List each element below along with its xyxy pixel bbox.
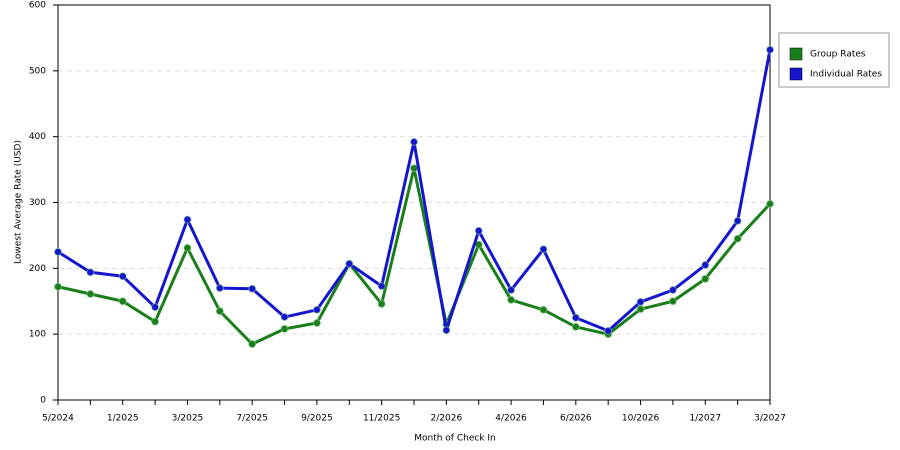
data-point xyxy=(507,286,516,295)
y-tick-label: 500 xyxy=(29,66,46,76)
data-point xyxy=(701,274,710,283)
x-tick-label: 3/2027 xyxy=(754,414,786,424)
data-point xyxy=(733,216,742,225)
data-point xyxy=(766,45,774,54)
legend-label: Individual Rates xyxy=(810,70,882,80)
x-tick-label: 6/2026 xyxy=(560,414,592,424)
y-tick-label: 100 xyxy=(29,330,46,340)
x-tick-label: 4/2026 xyxy=(495,414,527,424)
x-tick-label: 5/2024 xyxy=(42,414,74,424)
data-point xyxy=(118,297,127,306)
data-point xyxy=(86,290,95,299)
x-tick-label: 2/2026 xyxy=(431,414,463,424)
data-point xyxy=(539,245,548,254)
data-point xyxy=(410,137,418,146)
data-point xyxy=(248,284,257,293)
data-point xyxy=(539,305,548,314)
legend-swatch xyxy=(789,47,803,61)
data-point xyxy=(507,295,516,304)
x-tick-label: 10/2026 xyxy=(622,414,660,424)
y-tick-label: 300 xyxy=(29,198,46,208)
data-point xyxy=(312,305,321,314)
data-point xyxy=(733,234,742,243)
data-point xyxy=(215,284,224,293)
data-point xyxy=(215,307,224,316)
data-point xyxy=(183,215,192,224)
data-point xyxy=(183,243,192,252)
data-point xyxy=(151,317,160,326)
data-point xyxy=(151,303,160,312)
data-point xyxy=(571,322,580,331)
data-point xyxy=(345,259,354,268)
data-point xyxy=(442,326,451,335)
data-point xyxy=(280,324,289,333)
y-tick-label: 600 xyxy=(29,1,46,11)
y-tick-label: 200 xyxy=(29,264,46,274)
data-point xyxy=(410,164,418,173)
data-point xyxy=(668,286,677,295)
series-line xyxy=(57,49,772,333)
x-tick-label: 1/2027 xyxy=(689,414,721,424)
x-tick-label: 3/2025 xyxy=(172,414,204,424)
data-point xyxy=(54,247,62,256)
data-point xyxy=(280,313,289,322)
data-point xyxy=(377,299,386,308)
data-point xyxy=(766,199,774,208)
data-point xyxy=(636,305,645,314)
x-tick-label: 11/2025 xyxy=(363,414,400,424)
y-axis-label: Lowest Average Rate (USD) xyxy=(14,140,24,264)
data-point xyxy=(54,282,62,291)
data-point xyxy=(248,340,257,349)
data-point xyxy=(701,261,710,270)
data-point xyxy=(474,226,483,235)
y-tick-label: 0 xyxy=(40,396,46,406)
data-point xyxy=(571,313,580,322)
x-tick-label: 9/2025 xyxy=(301,414,333,424)
legend-label: Group Rates xyxy=(810,50,866,60)
data-point xyxy=(604,326,613,335)
data-point xyxy=(86,268,95,277)
data-point xyxy=(312,318,321,327)
data-point xyxy=(668,297,677,306)
y-tick-label: 400 xyxy=(29,132,46,142)
series-line xyxy=(57,166,772,346)
data-point xyxy=(377,282,386,291)
x-tick-label: 7/2025 xyxy=(236,414,268,424)
data-point xyxy=(636,297,645,306)
x-axis-label: Month of Check In xyxy=(414,434,496,444)
data-point xyxy=(118,272,127,281)
x-tick-label: 1/2025 xyxy=(107,414,139,424)
legend-swatch xyxy=(789,67,803,81)
